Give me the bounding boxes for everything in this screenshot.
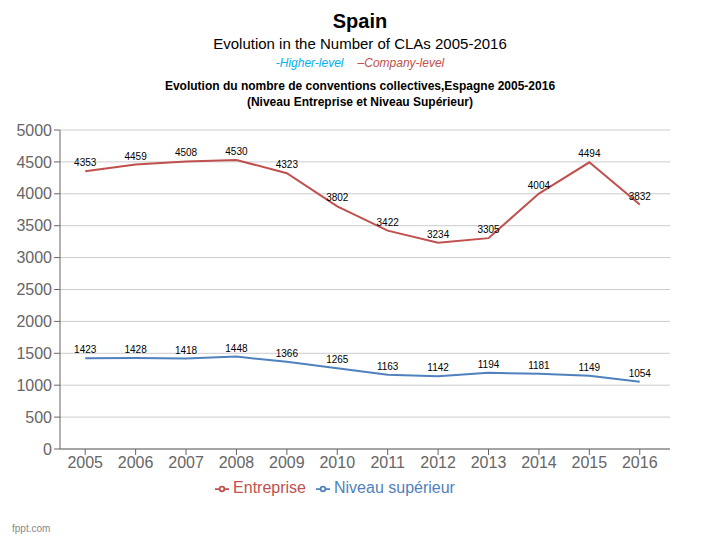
- svg-text:2010: 2010: [319, 454, 355, 471]
- svg-text:3802: 3802: [326, 192, 349, 203]
- svg-text:2500: 2500: [16, 281, 52, 298]
- svg-text:1423: 1423: [74, 344, 97, 355]
- svg-text:3234: 3234: [427, 229, 450, 240]
- svg-text:1149: 1149: [579, 362, 601, 373]
- svg-text:2005: 2005: [67, 454, 103, 471]
- svg-text:4323: 4323: [276, 159, 299, 170]
- svg-text:1181: 1181: [528, 360, 550, 371]
- svg-text:1265: 1265: [326, 354, 349, 365]
- svg-text:2016: 2016: [622, 454, 658, 471]
- svg-text:1000: 1000: [16, 377, 52, 394]
- svg-text:5000: 5000: [16, 122, 52, 139]
- svg-text:2013: 2013: [471, 454, 507, 471]
- svg-text:1366: 1366: [276, 348, 299, 359]
- svg-text:4004: 4004: [528, 180, 551, 191]
- html-text:Evolution du nombre de convent: Evolution du nombre de conventions colle…: [164, 79, 556, 93]
- svg-text:4500: 4500: [16, 154, 52, 171]
- svg-text:1142: 1142: [427, 362, 449, 373]
- svg-text:1418: 1418: [175, 345, 198, 356]
- svg-text:1448: 1448: [225, 343, 248, 354]
- html-text:fppt.com: fppt.com: [12, 523, 51, 534]
- svg-text:3500: 3500: [16, 217, 52, 234]
- svg-text:3000: 3000: [16, 249, 52, 266]
- svg-text:2012: 2012: [420, 454, 456, 471]
- svg-text:2008: 2008: [219, 454, 255, 471]
- svg-text:4530: 4530: [225, 146, 248, 157]
- svg-text:500: 500: [25, 409, 52, 426]
- svg-text:3422: 3422: [377, 217, 400, 228]
- svg-text:2007: 2007: [168, 454, 204, 471]
- html-text:-Higher-level: -Higher-level: [275, 56, 344, 70]
- svg-text:2006: 2006: [118, 454, 154, 471]
- svg-text:0: 0: [43, 441, 52, 458]
- html-text:Entreprise: Entreprise: [233, 479, 306, 496]
- html-text:(Niveau Entreprise et Niveau S: (Niveau Entreprise et Niveau Supérieur): [247, 95, 473, 109]
- svg-text:4353: 4353: [74, 157, 97, 168]
- svg-text:4508: 4508: [175, 147, 198, 158]
- html-text:Niveau supérieur: Niveau supérieur: [334, 479, 455, 496]
- svg-text:4000: 4000: [16, 185, 52, 202]
- html-text:Spain: Spain: [332, 10, 388, 32]
- svg-text:2015: 2015: [572, 454, 608, 471]
- svg-text:1054: 1054: [629, 368, 652, 379]
- svg-text:1500: 1500: [16, 345, 52, 362]
- svg-text:3832: 3832: [629, 191, 652, 202]
- svg-text:2011: 2011: [370, 454, 405, 471]
- svg-text:2014: 2014: [521, 454, 557, 471]
- svg-text:3305: 3305: [477, 224, 500, 235]
- html-text:–Company-level: –Company-level: [357, 56, 445, 70]
- svg-text:2000: 2000: [16, 313, 52, 330]
- svg-text:4459: 4459: [124, 151, 147, 162]
- svg-text:2009: 2009: [269, 454, 305, 471]
- html-text:Evolution in the Number of CLA: Evolution in the Number of CLAs 2005-201…: [213, 35, 507, 52]
- svg-text:1428: 1428: [124, 344, 147, 355]
- svg-text:1194: 1194: [478, 359, 500, 370]
- svg-text:4494: 4494: [578, 148, 601, 159]
- svg-text:1163: 1163: [377, 361, 399, 372]
